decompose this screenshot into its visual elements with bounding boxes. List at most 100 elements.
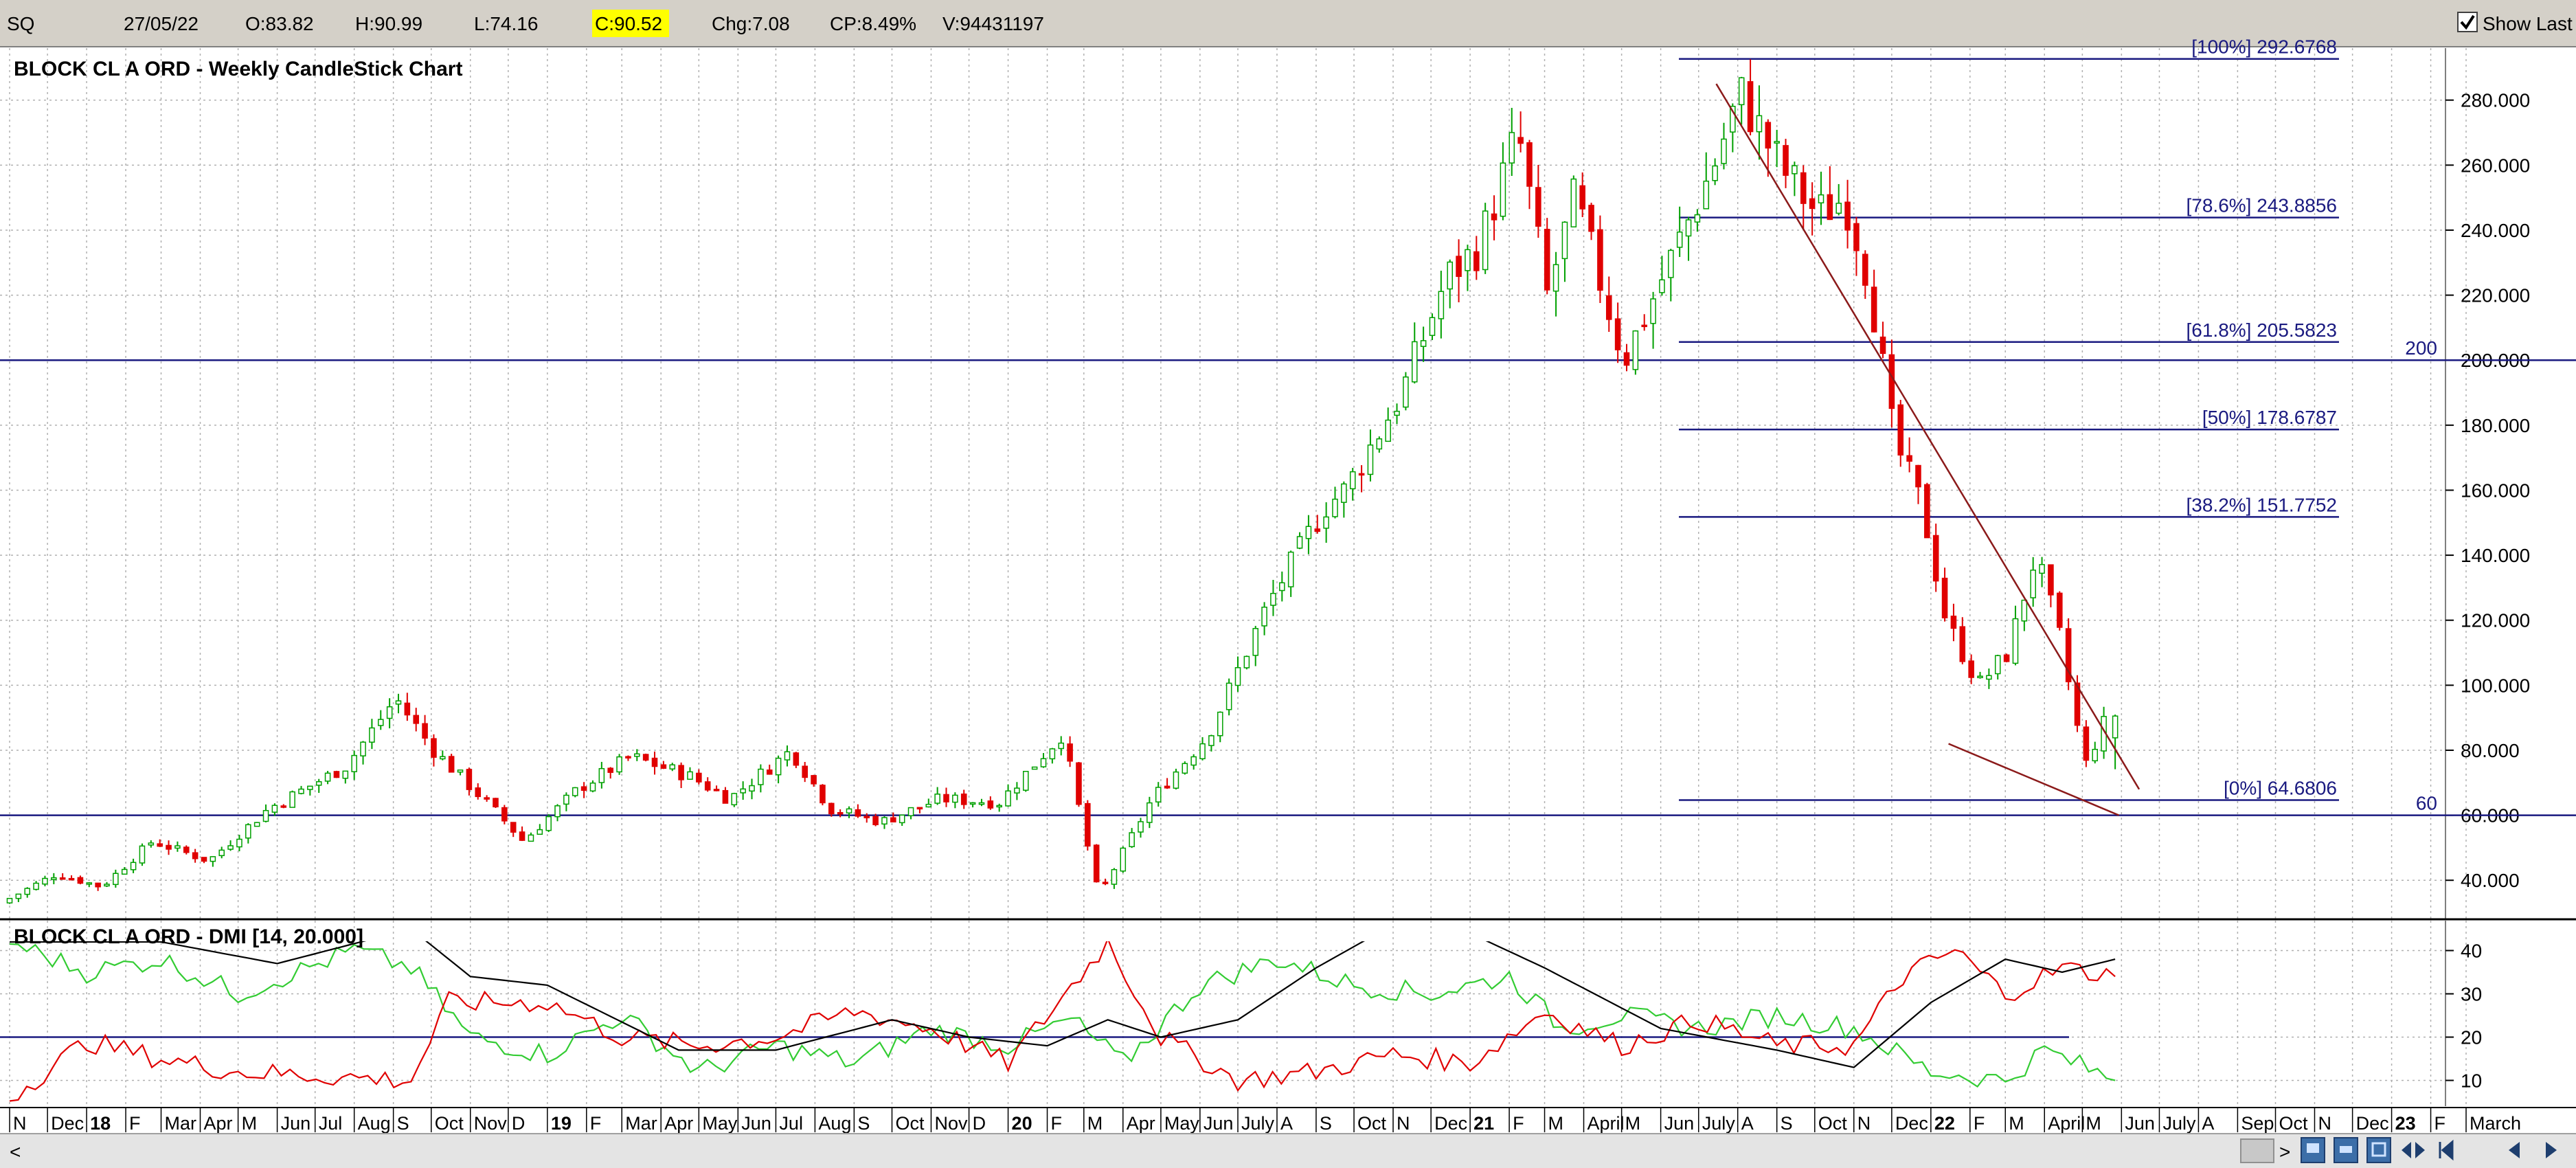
scroll-start-icon[interactable] xyxy=(2439,1139,2454,1161)
price-tick-label: 240.000 xyxy=(2461,220,2530,241)
checkbox-box[interactable] xyxy=(2457,12,2478,32)
candle-body xyxy=(1093,844,1100,883)
candle-body xyxy=(704,781,711,791)
date-label: N xyxy=(1397,1113,1410,1134)
candle-body xyxy=(1314,528,1321,532)
candle-body xyxy=(77,877,84,884)
candle-body xyxy=(1747,81,1754,133)
candle-body xyxy=(218,849,225,857)
dmi-plus-line xyxy=(9,943,2116,1088)
candle-body xyxy=(828,802,835,815)
candle-body xyxy=(431,738,437,758)
date-label: Apr xyxy=(1127,1113,1155,1134)
candle-body xyxy=(572,787,578,796)
trendline[interactable] xyxy=(1715,83,2140,790)
horizontal-line-label: 200 xyxy=(2405,337,2437,359)
price-tick-label: 140.000 xyxy=(2461,545,2530,566)
candle-body xyxy=(899,814,905,824)
candle-body xyxy=(1544,229,1550,291)
candle-body xyxy=(1234,667,1241,686)
candle-body xyxy=(95,882,101,888)
date-label: D xyxy=(512,1113,526,1134)
scroll-prev-icon[interactable] xyxy=(2509,1142,2520,1158)
candle-body xyxy=(1067,743,1073,762)
price-tick-label: 100.000 xyxy=(2461,675,2530,696)
date-label: M xyxy=(1548,1113,1564,1134)
candle-body xyxy=(33,882,39,890)
candle-body xyxy=(1261,606,1267,627)
candle-body xyxy=(1217,711,1223,737)
date-label: A xyxy=(1280,1113,1293,1134)
date-label: Jun xyxy=(281,1113,311,1134)
candle-body xyxy=(731,793,738,806)
candle-body xyxy=(166,844,172,850)
candle-body xyxy=(377,719,384,726)
candle-body xyxy=(1252,628,1259,656)
candle-body xyxy=(210,856,216,862)
date-label: Jul xyxy=(779,1113,803,1134)
scrollbar-track[interactable] xyxy=(0,1134,2576,1168)
date-label: D xyxy=(973,1113,986,1134)
date-label: F xyxy=(129,1113,141,1134)
candle-body xyxy=(563,794,569,805)
candle-body xyxy=(1173,771,1179,789)
candle-body xyxy=(1977,675,1983,679)
candle-body xyxy=(2012,618,2019,664)
candle-body xyxy=(660,764,667,769)
candle-body xyxy=(1526,142,1533,187)
show-last-checkbox[interactable]: Show Last xyxy=(2457,12,2573,34)
candle-body xyxy=(722,789,729,804)
scrollbar-thumb[interactable] xyxy=(2240,1138,2274,1163)
candle-body xyxy=(713,789,720,791)
candle-body xyxy=(386,706,393,719)
candle-body xyxy=(484,797,490,800)
candle-body xyxy=(1897,404,1904,456)
candle-body xyxy=(749,785,755,792)
candle-body xyxy=(1756,115,1763,133)
candle-body xyxy=(1465,249,1471,271)
trendline[interactable] xyxy=(1948,743,2120,816)
adx-line xyxy=(10,941,2116,1068)
candle-body xyxy=(1605,295,1612,320)
fibonacci-label: [38.2%] 151.7752 xyxy=(2186,494,2337,515)
candle-body xyxy=(280,805,287,808)
show-last-label[interactable]: Show Last xyxy=(2483,13,2573,34)
date-label: May xyxy=(1164,1113,1200,1134)
zoom-fit-icon[interactable] xyxy=(2366,1137,2391,1163)
candle-body xyxy=(6,897,13,903)
scrollbar[interactable]: < > xyxy=(0,1133,2576,1168)
open-label: O:83.82 xyxy=(245,13,314,34)
zoom-in-icon[interactable] xyxy=(2301,1137,2325,1163)
date-label: M xyxy=(2009,1113,2024,1134)
candle-body xyxy=(1500,162,1506,217)
candle-body xyxy=(448,756,455,773)
candle-body xyxy=(1871,287,1877,333)
scroll-left-button[interactable]: < xyxy=(10,1141,21,1163)
scroll-both-icon[interactable] xyxy=(2402,1142,2425,1158)
candle-body xyxy=(271,805,278,813)
candle-body xyxy=(1968,660,1974,678)
candle-body xyxy=(1862,254,1868,286)
scroll-right-button[interactable]: > xyxy=(2279,1141,2290,1163)
candle-body xyxy=(1774,141,1780,144)
zoom-out-icon[interactable] xyxy=(2334,1137,2358,1163)
candle-body xyxy=(1287,551,1294,587)
candle-body xyxy=(1138,821,1144,833)
candle-body xyxy=(855,809,861,817)
candle-body xyxy=(1685,219,1692,237)
candle-body xyxy=(766,770,773,775)
candle-body xyxy=(943,794,949,802)
date-label: Jun xyxy=(741,1113,771,1134)
candle-body xyxy=(1888,354,1895,409)
scroll-next-icon[interactable] xyxy=(2546,1142,2557,1158)
candle-body xyxy=(1225,682,1232,710)
candle-body xyxy=(2021,599,2028,622)
candle-body xyxy=(1296,536,1303,549)
candle-body xyxy=(934,794,940,804)
candle-body xyxy=(1076,762,1082,805)
candle-body xyxy=(775,757,782,776)
candle-body xyxy=(1570,178,1577,227)
candle-body xyxy=(121,868,128,875)
candle-body xyxy=(987,800,994,809)
